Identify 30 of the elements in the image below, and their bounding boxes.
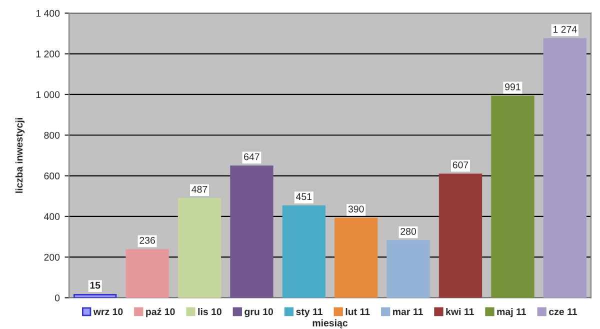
y-tick-label: 800 (44, 132, 60, 139)
y-tick-label: 400 (44, 213, 60, 220)
data-label: 280 (400, 228, 416, 235)
legend-label: cze 11 (549, 308, 578, 316)
data-label: 15 (90, 282, 100, 289)
legend-label: paź 10 (146, 308, 175, 318)
legend-label: sty 11 (296, 308, 323, 318)
legend-label: kwi 11 (446, 308, 474, 316)
data-label: 487 (192, 186, 208, 193)
x-axis-title: miesiąc (312, 319, 348, 328)
data-label: 451 (296, 193, 312, 200)
legend-label: lis 10 (198, 308, 222, 316)
data-label: 236 (140, 236, 155, 244)
y-tick-label: 1 400 (36, 10, 60, 17)
data-label: 991 (505, 83, 520, 90)
legend-label: lut 11 (346, 308, 370, 316)
y-axis-title: liczba inwestycji (15, 118, 25, 193)
y-tick-label: 1 000 (36, 91, 60, 98)
data-label: 647 (244, 153, 260, 160)
y-tick-label: 0 (54, 294, 60, 302)
data-label: 390 (348, 206, 364, 212)
y-tick-label: 1 200 (36, 50, 60, 58)
y-tick-label: 200 (44, 254, 60, 261)
legend-label: mar 11 (393, 308, 423, 316)
data-label: 607 (452, 161, 468, 168)
legend-label: gru 10 (244, 308, 274, 318)
legend-label: wrz 10 (93, 308, 123, 316)
data-label: 1 274 (553, 26, 577, 33)
y-tick-label: 600 (44, 172, 60, 180)
legend-label: maj 11 (497, 308, 526, 318)
